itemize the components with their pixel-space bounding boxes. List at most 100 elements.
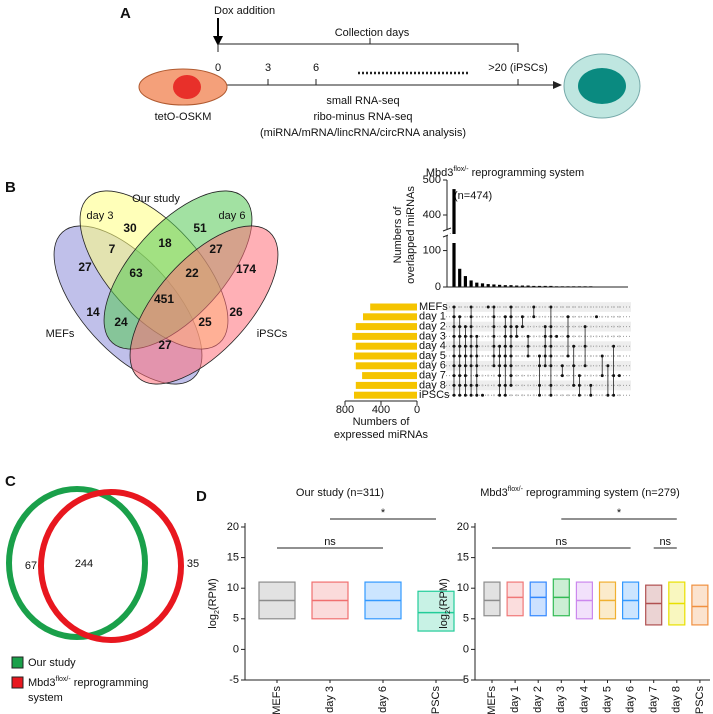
matrix-bg-dot	[498, 305, 501, 309]
matrix-bg-dot	[487, 364, 490, 367]
x-tick-label: 400	[372, 404, 390, 416]
matrix-bg-dot	[578, 354, 581, 358]
x-tick-label: day 7	[648, 686, 660, 713]
matrix-dot	[475, 334, 479, 338]
matrix-bg-dot	[458, 305, 461, 309]
x-tick-label: day 3	[324, 686, 336, 713]
matrix-dot	[475, 374, 479, 378]
set-mbd3	[38, 489, 184, 643]
set-label: iPSCs	[257, 328, 288, 340]
y-tick-label: 400	[423, 209, 441, 221]
matrix-dot	[509, 364, 513, 368]
matrix-bg-dot	[481, 335, 484, 338]
matrix-bg-dot	[498, 315, 501, 318]
matrix-dot	[509, 305, 513, 309]
matrix-dot	[458, 315, 462, 319]
matrix-bg-dot	[606, 345, 610, 348]
matrix-bg-dot	[584, 384, 587, 387]
matrix-bg-dot	[481, 345, 484, 348]
matrix-bg-dot	[544, 315, 547, 318]
matrix-dot	[543, 364, 547, 368]
set-label: day 5	[419, 350, 446, 362]
matrix-dot	[583, 344, 587, 348]
matrix-bg-dot	[555, 345, 558, 348]
matrix-dot	[526, 354, 530, 358]
significance-label: *	[381, 507, 386, 519]
matrix-bg-dot	[595, 335, 598, 338]
matrix-bg-dot	[572, 394, 575, 397]
y-tick-label: 100	[423, 244, 441, 256]
matrix-bg-dot	[618, 364, 621, 367]
matrix-dot	[595, 315, 598, 319]
intersection-bar	[480, 283, 485, 287]
matrix-dot	[463, 393, 467, 397]
matrix-dot	[503, 364, 507, 368]
matrix-bg-dot	[544, 374, 547, 377]
matrix-dot	[543, 325, 547, 329]
annotation: (n=474)	[454, 190, 492, 202]
plot-title: Our study (n=311)	[296, 487, 384, 499]
day-label: >20 (iPSCs)	[488, 62, 548, 74]
set-label: day 2	[419, 321, 446, 333]
matrix-dot	[572, 383, 576, 387]
y-tick-label: 5	[463, 613, 469, 625]
matrix-bg-dot	[601, 384, 604, 387]
matrix-bg-dot	[481, 315, 484, 318]
matrix-dot	[503, 344, 507, 348]
matrix-dot	[538, 354, 541, 358]
matrix-dot	[560, 364, 564, 368]
matrix-dot	[509, 315, 513, 319]
matrix-bg-dot	[521, 394, 524, 397]
matrix-dot	[509, 344, 513, 348]
matrix-bg-dot	[606, 325, 610, 328]
matrix-dot	[463, 374, 467, 378]
matrix-bg-dot	[566, 364, 570, 367]
matrix-dot	[503, 334, 507, 338]
matrix-dot	[532, 305, 536, 309]
panel-label: A	[120, 5, 131, 22]
matrix-dot	[543, 344, 547, 348]
title-part: flox/-	[508, 486, 524, 493]
matrix-bg-dot	[487, 345, 490, 348]
y-tick-label: 0	[463, 643, 469, 655]
matrix-bg-dot	[464, 305, 467, 309]
matrix-bg-dot	[481, 384, 484, 387]
set-label: day 7	[419, 370, 446, 382]
matrix-bg-dot	[544, 394, 547, 397]
matrix-bg-dot	[492, 394, 495, 397]
matrix-dot	[475, 344, 479, 348]
region-count: 22	[185, 266, 199, 280]
label-part: (RPM)	[438, 578, 450, 610]
cell-label: tetO-OSKM	[155, 111, 212, 123]
matrix-dot	[555, 334, 559, 338]
matrix-bg-dot	[481, 305, 484, 309]
matrix-bg-dot	[481, 364, 484, 367]
y-tick-label: -5	[229, 674, 239, 686]
title-part: reprogramming system (n=279)	[523, 487, 680, 499]
region-count: 7	[109, 242, 116, 256]
matrix-bg-dot	[521, 374, 524, 377]
y-tick-label: 0	[435, 281, 441, 293]
matrix-bg-dot	[521, 384, 524, 387]
matrix-dot	[532, 315, 536, 319]
matrix-bg-dot	[532, 394, 535, 397]
matrix-dot	[503, 354, 507, 358]
matrix-dot	[492, 344, 496, 348]
matrix-bg-dot	[544, 384, 547, 387]
legend-label: Our study	[28, 657, 76, 669]
matrix-bg-dot	[578, 335, 581, 338]
matrix-dot	[452, 305, 456, 309]
matrix-dot	[549, 325, 553, 329]
set-bar	[363, 313, 417, 321]
matrix-bg-dot	[498, 335, 501, 338]
box	[691, 584, 709, 626]
region-count: 26	[229, 305, 243, 319]
matrix-bg-dot	[515, 305, 518, 309]
matrix-bg-dot	[601, 305, 604, 309]
set-ipscs	[129, 225, 279, 385]
matrix-bg-dot	[515, 315, 518, 318]
matrix-dot	[498, 364, 502, 368]
matrix-bg-dot	[504, 305, 507, 309]
intersection-bar	[458, 268, 462, 287]
matrix-dot	[469, 305, 473, 309]
